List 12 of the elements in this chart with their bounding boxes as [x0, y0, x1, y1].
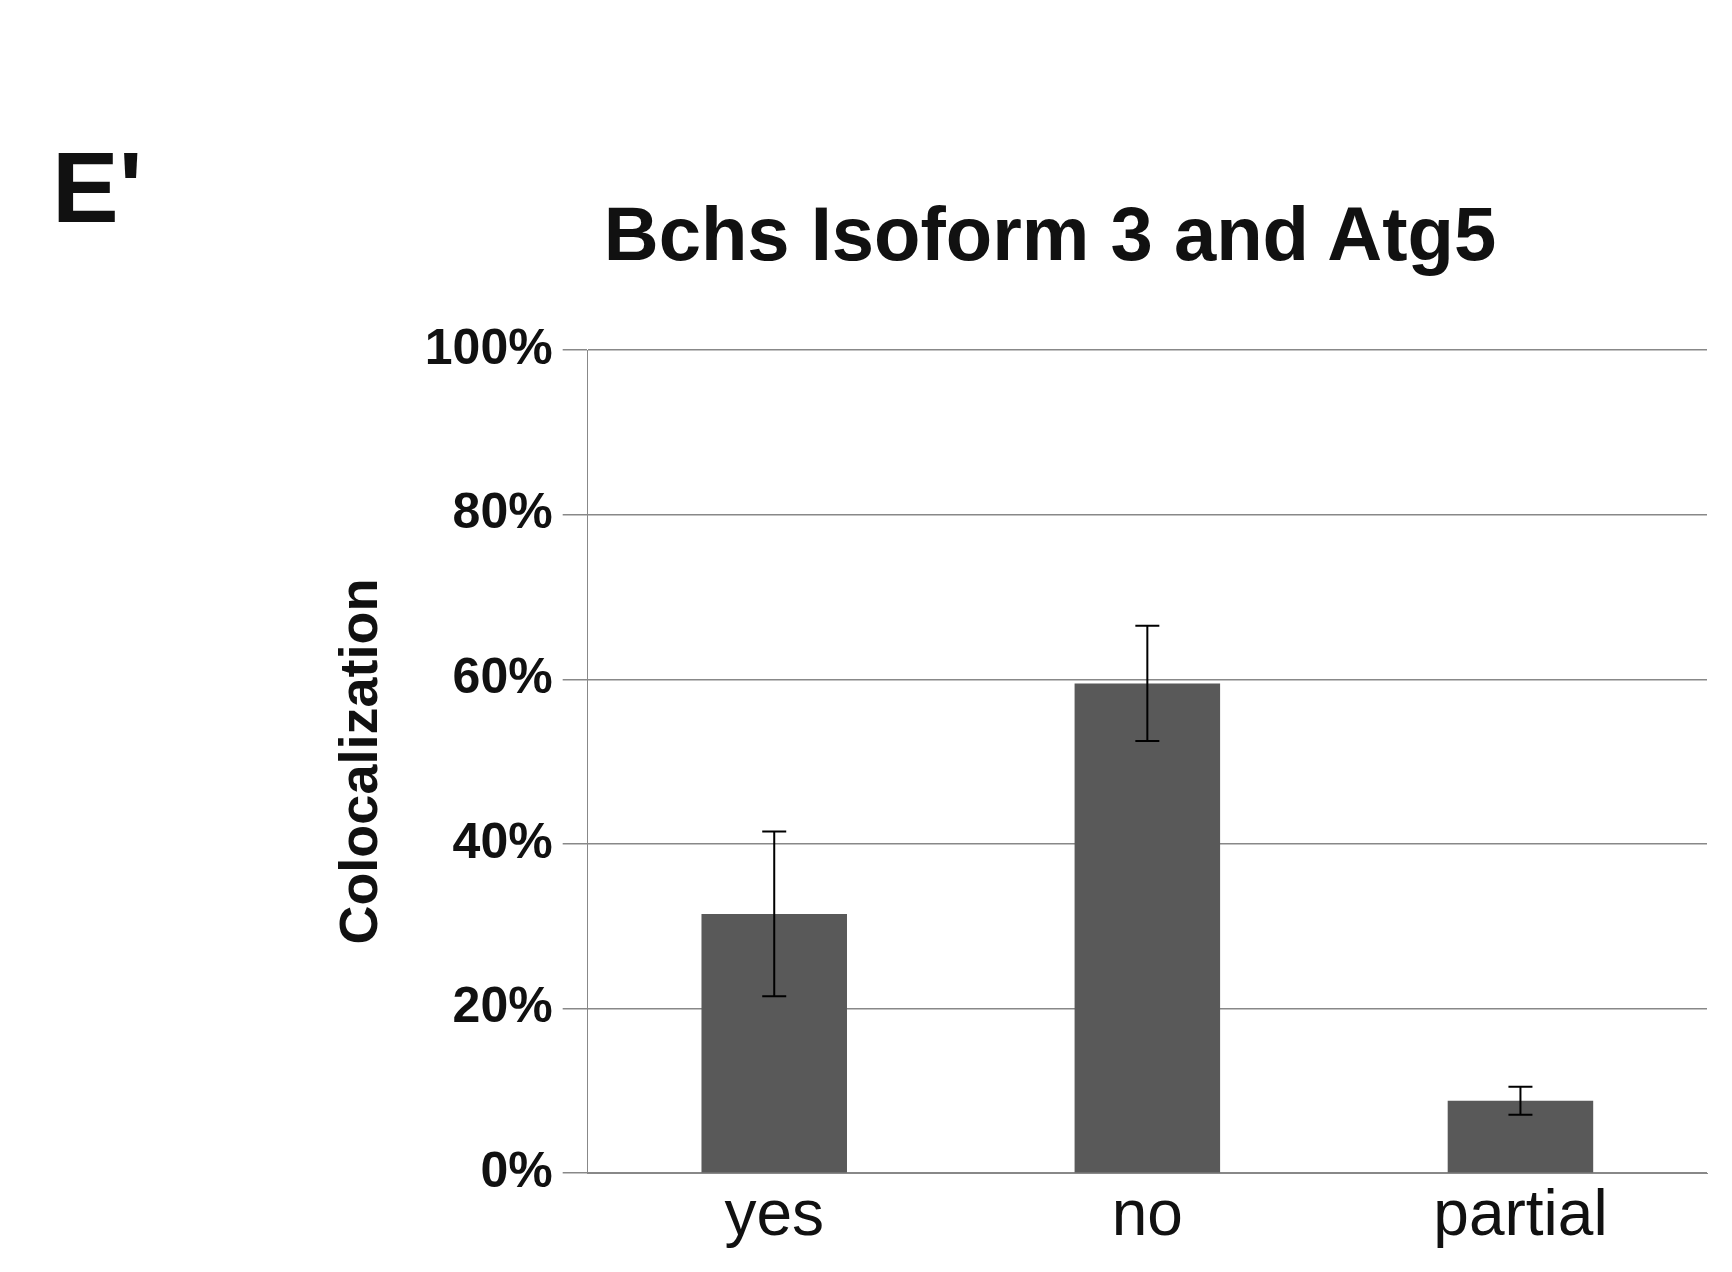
chart-title: Bchs Isoform 3 and Atg5: [602, 190, 1498, 277]
x-tick-label: no: [1111, 1177, 1183, 1250]
y-tick-label: 80%: [452, 483, 553, 540]
x-tick-label: yes: [724, 1177, 825, 1250]
text: E': [52, 130, 143, 245]
y-tick-label: 20%: [452, 977, 553, 1034]
y-tick-label: 60%: [452, 648, 553, 705]
y-axis-title: Colocalization: [328, 578, 389, 945]
y-tick-label: 0%: [480, 1141, 553, 1198]
y-tick-label: 40%: [452, 812, 553, 869]
y-tick-label: 100%: [424, 318, 553, 375]
x-tick-label: partial: [1433, 1177, 1608, 1250]
